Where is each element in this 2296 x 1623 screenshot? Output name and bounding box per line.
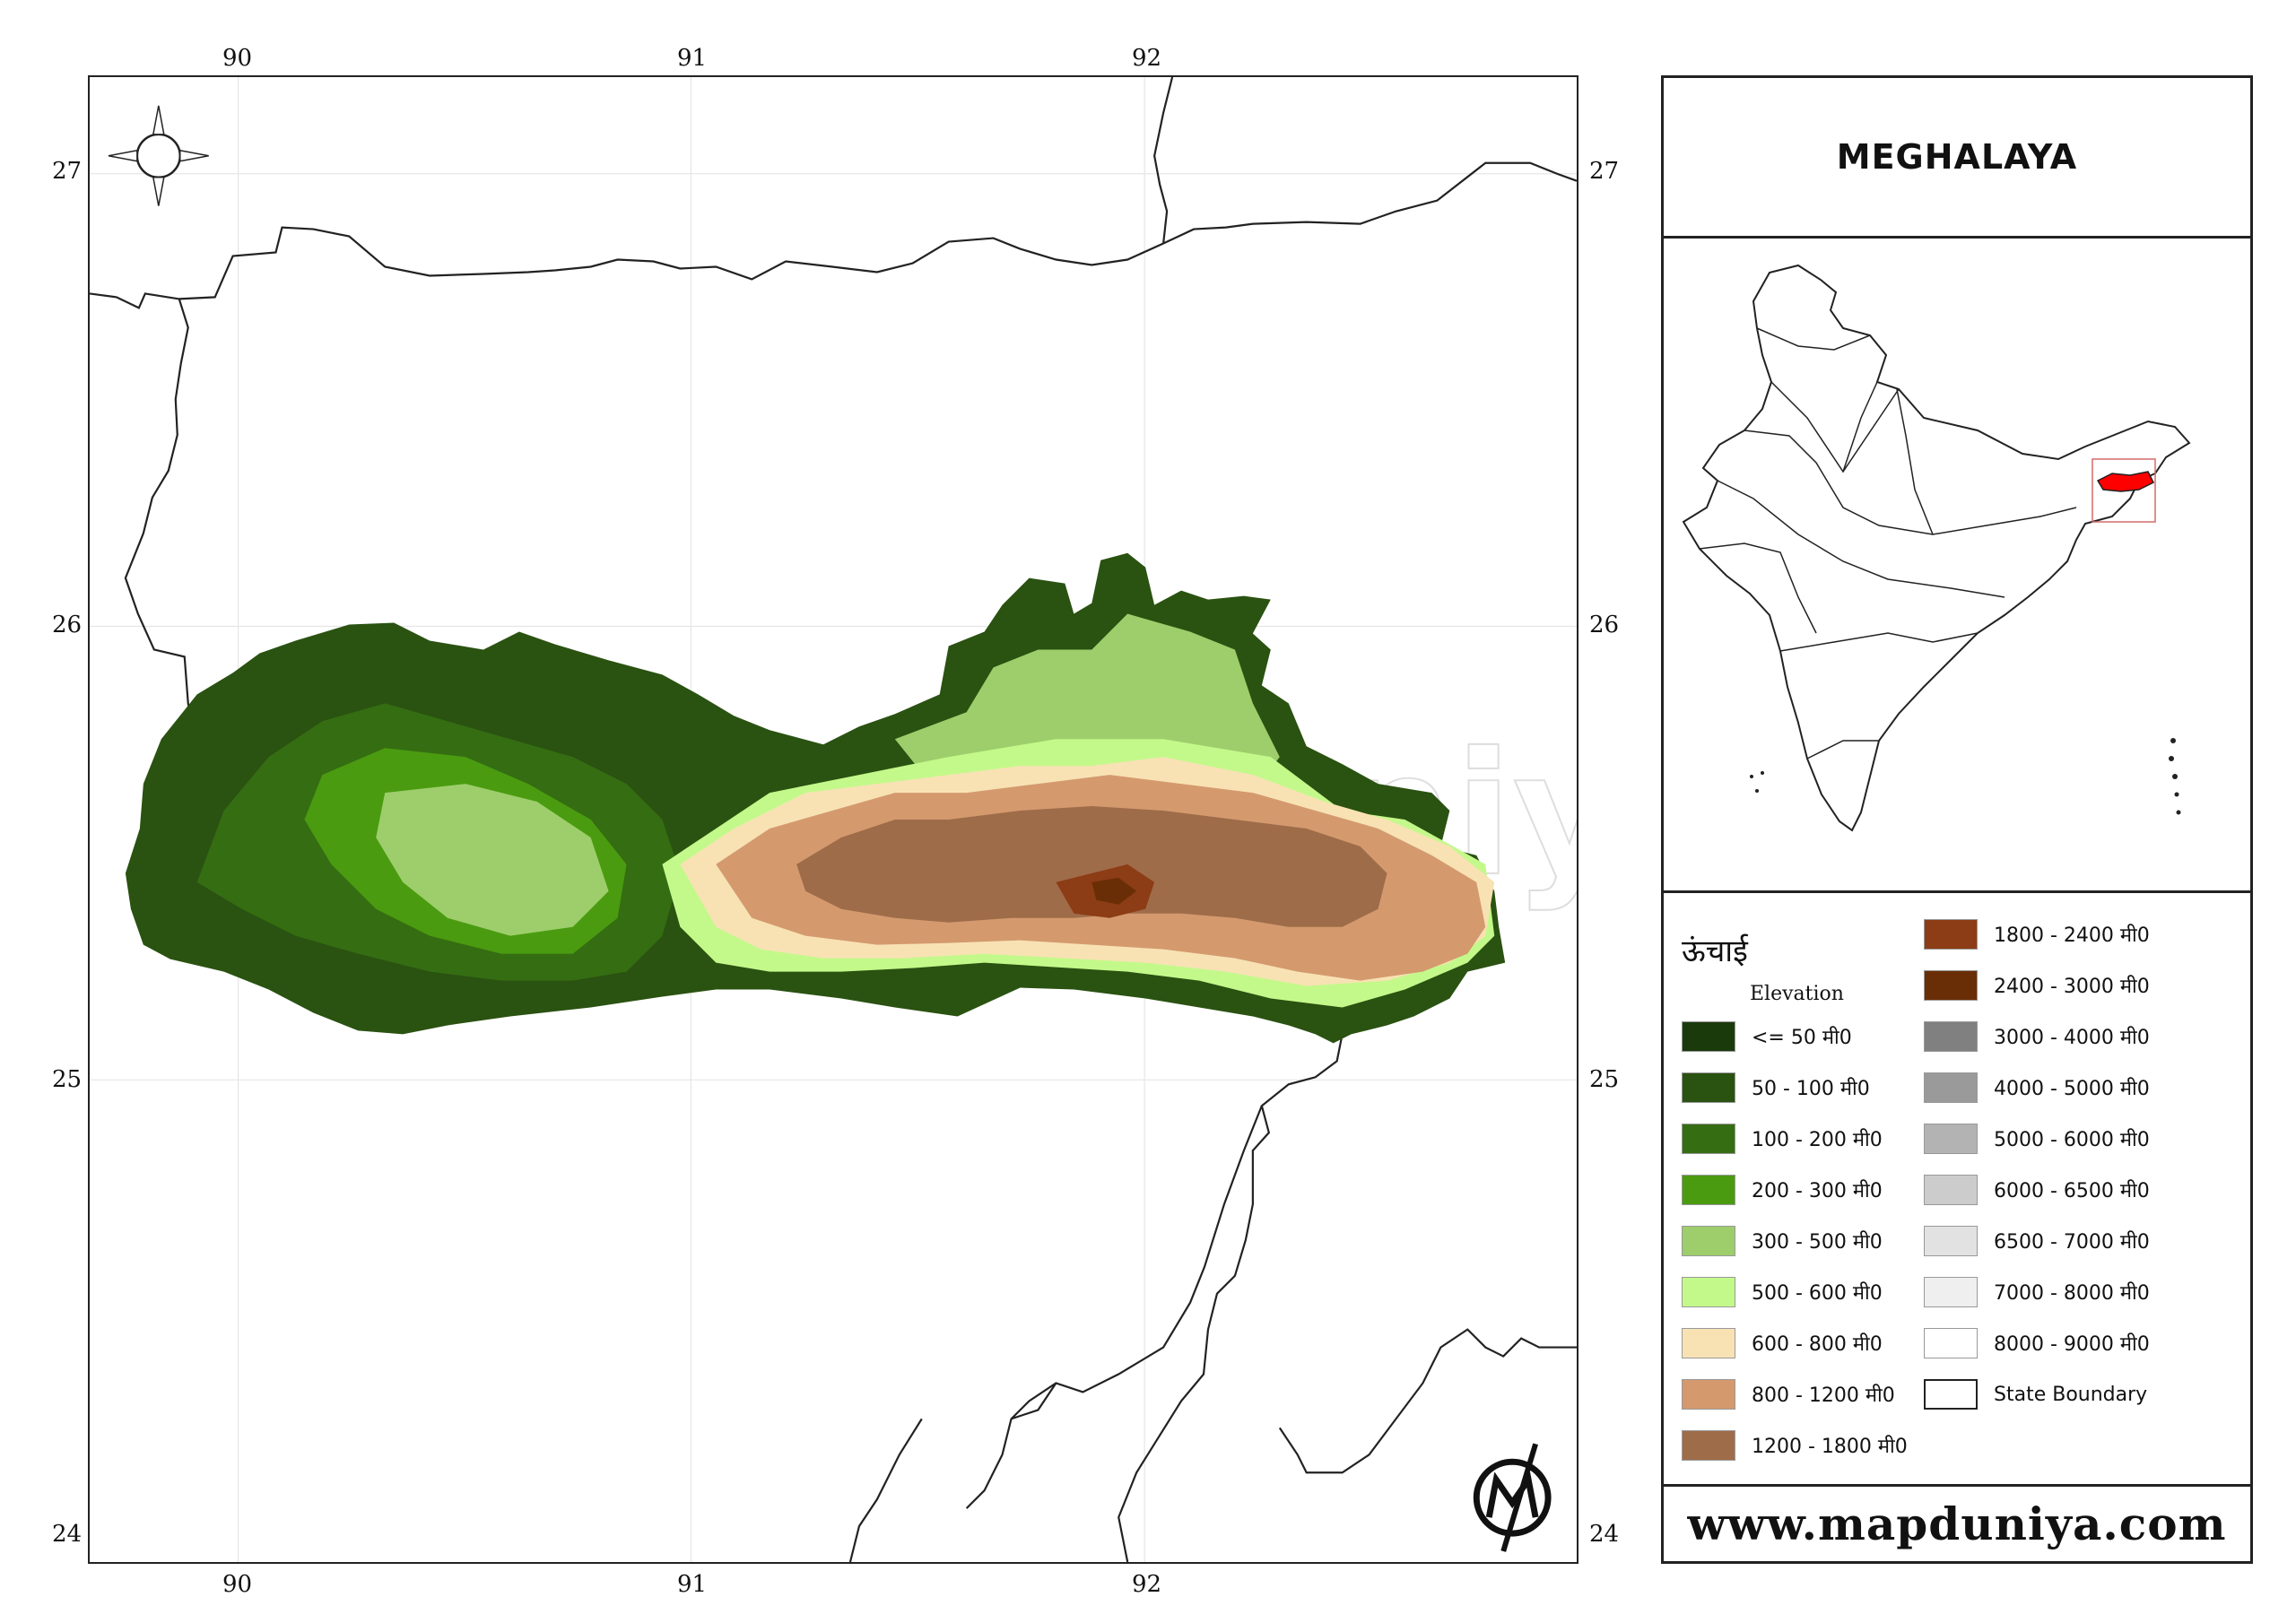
- legend-swatch: [1924, 1175, 1978, 1205]
- left-legend-item-0: <= 50 मी0: [1682, 1019, 1852, 1055]
- tick-top-91: 91: [677, 45, 708, 72]
- legend-swatch: [1682, 1124, 1735, 1154]
- legend-swatch: [1682, 1021, 1735, 1052]
- legend-label: 3000 - 4000 मी0: [1994, 1027, 2150, 1049]
- tick-right-25: 25: [1589, 1066, 1620, 1093]
- left-legend-item-4: 300 - 500 मी0: [1682, 1223, 1883, 1259]
- left-legend-item-1: 50 - 100 मी0: [1682, 1070, 1870, 1106]
- map-title: MEGHALAYA: [1836, 137, 2078, 177]
- compass-rose-icon: [108, 105, 209, 206]
- legend-swatch: [1682, 1072, 1735, 1103]
- legend-label: 2400 - 3000 मी0: [1994, 976, 2150, 998]
- legend-swatch: [1924, 970, 1978, 1001]
- legend-label: 1800 - 2400 मी0: [1994, 924, 2150, 947]
- left-legend-item-6: 600 - 800 मी0: [1682, 1325, 1883, 1361]
- tick-right-27: 27: [1589, 158, 1620, 185]
- legend-label: 8000 - 9000 मी0: [1994, 1333, 2150, 1356]
- inset-map-box: [1661, 236, 2253, 893]
- tick-right-26: 26: [1589, 612, 1620, 638]
- website-box: www.mapduniya.com: [1661, 1484, 2253, 1564]
- tick-left-27: 27: [52, 158, 83, 185]
- right-legend-item-7: 7000 - 8000 मी0: [1924, 1274, 2150, 1310]
- legend-swatch: [1682, 1430, 1735, 1461]
- left-legend-item-2: 100 - 200 मी0: [1682, 1121, 1883, 1157]
- meghalaya-highlight: [2096, 471, 2155, 492]
- india-inset-map: [1682, 264, 2191, 832]
- right-legend-item-2: 3000 - 4000 मी0: [1924, 1019, 2150, 1055]
- legend-label: 6000 - 6500 मी0: [1994, 1180, 2150, 1202]
- right-legend-item-1: 2400 - 3000 मी0: [1924, 968, 2150, 1003]
- legend-swatch: [1682, 1277, 1735, 1307]
- legend-label: 300 - 500 मी0: [1752, 1231, 1883, 1254]
- legend-label: 800 - 1200 मी0: [1752, 1384, 1895, 1407]
- legend-swatch: [1924, 1226, 1978, 1256]
- legend-swatch: [1924, 1124, 1978, 1154]
- legend-label: 100 - 200 मी0: [1752, 1129, 1883, 1151]
- state-boundaries: [90, 77, 1577, 1562]
- legend-box: ऊंचाई Elevation <= 50 मी0 50 - 100 मी0 100…: [1661, 890, 2253, 1487]
- legend-swatch: [1924, 1328, 1978, 1358]
- legend-label: 4000 - 5000 मी0: [1994, 1078, 2150, 1100]
- tick-left-24: 24: [52, 1521, 83, 1548]
- tick-right-24: 24: [1589, 1521, 1620, 1548]
- legend-swatch: [1682, 1379, 1735, 1410]
- right-legend-item-4: 5000 - 6000 मी0: [1924, 1121, 2150, 1157]
- tick-bottom-91: 91: [677, 1571, 708, 1598]
- map-canvas: www.mapduniya.com: [90, 77, 1577, 1562]
- tick-top-90: 90: [222, 45, 253, 72]
- legend-label: 600 - 800 मी0: [1752, 1333, 1883, 1356]
- tick-left-26: 26: [52, 612, 83, 638]
- legend-label: <= 50 मी0: [1752, 1027, 1852, 1049]
- left-legend-item-7: 800 - 1200 मी0: [1682, 1376, 1895, 1412]
- legend-label: 500 - 600 मी0: [1752, 1282, 1883, 1305]
- right-legend-item-3: 4000 - 5000 मी0: [1924, 1070, 2150, 1106]
- tick-bottom-92: 92: [1132, 1571, 1162, 1598]
- legend-swatch: [1682, 1226, 1735, 1256]
- legend-swatch: [1924, 1379, 1978, 1410]
- legend-swatch: [1924, 1072, 1978, 1103]
- right-legend-item-0: 1800 - 2400 मी0: [1924, 916, 2150, 952]
- left-legend-item-8: 1200 - 1800 मी0: [1682, 1428, 1908, 1463]
- right-legend-item-9: State Boundary: [1924, 1376, 2147, 1412]
- legend-label: 6500 - 7000 मी0: [1994, 1231, 2150, 1254]
- legend-swatch: [1682, 1328, 1735, 1358]
- title-box: MEGHALAYA: [1661, 75, 2253, 239]
- legend-label: 50 - 100 मी0: [1752, 1078, 1870, 1100]
- tick-top-92: 92: [1132, 45, 1162, 72]
- right-legend-item-6: 6500 - 7000 मी0: [1924, 1223, 2150, 1259]
- map-frame: www.mapduniya.com: [88, 75, 1578, 1564]
- legend-label: 5000 - 6000 मी0: [1994, 1129, 2150, 1151]
- legend-label: 7000 - 8000 मी0: [1994, 1282, 2150, 1305]
- legend-swatch: [1924, 1021, 1978, 1052]
- legend-swatch: [1924, 1277, 1978, 1307]
- legend-swatch: [1682, 1175, 1735, 1205]
- legend-swatch: [1924, 919, 1978, 950]
- legend-subheading: Elevation: [1750, 983, 1844, 1005]
- legend-label: State Boundary: [1994, 1383, 2148, 1406]
- mapduniya-logo-icon: [1473, 1443, 1552, 1552]
- tick-bottom-90: 90: [222, 1571, 253, 1598]
- legend-heading: ऊंचाई: [1682, 933, 1748, 969]
- right-legend-item-5: 6000 - 6500 मी0: [1924, 1172, 2150, 1208]
- left-legend-item-3: 200 - 300 मी0: [1682, 1172, 1883, 1208]
- meghalaya-elevation: [125, 552, 1506, 1044]
- right-legend-item-8: 8000 - 9000 मी0: [1924, 1325, 2150, 1361]
- tick-left-25: 25: [52, 1066, 83, 1093]
- legend-label: 200 - 300 मी0: [1752, 1180, 1883, 1202]
- website-url[interactable]: www.mapduniya.com: [1687, 1497, 2227, 1550]
- legend-label: 1200 - 1800 मी0: [1752, 1436, 1908, 1458]
- left-legend-item-5: 500 - 600 मी0: [1682, 1274, 1883, 1310]
